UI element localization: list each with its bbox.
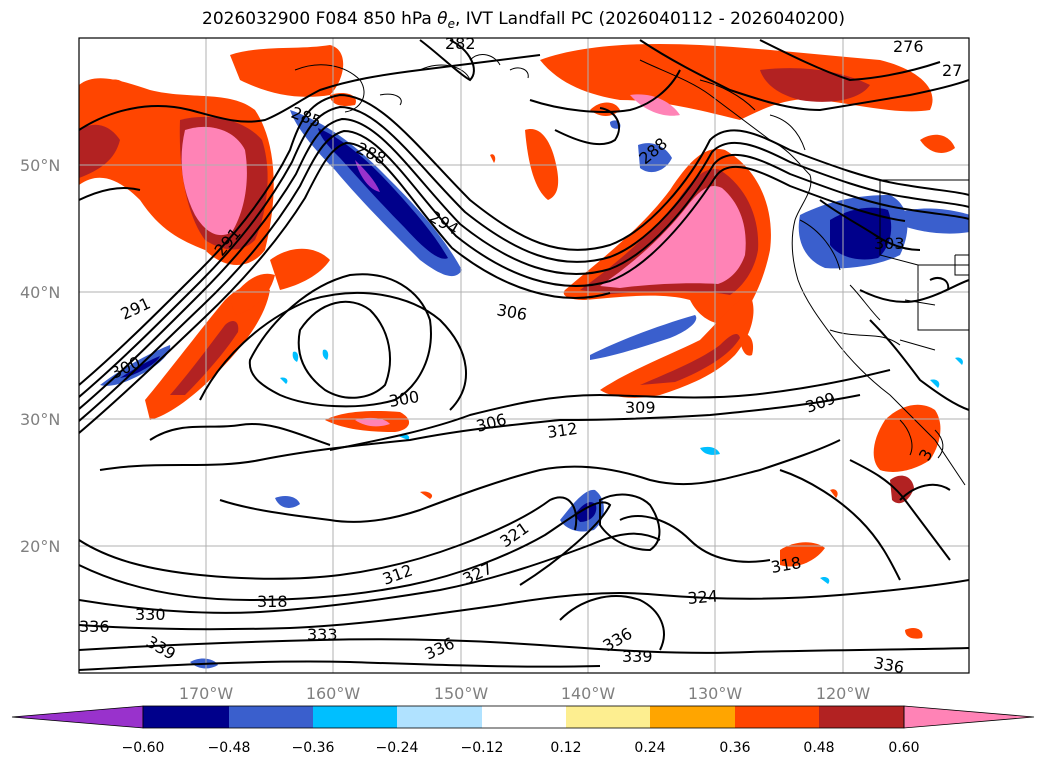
colorbar-segment (735, 706, 819, 728)
colorbar-tick: 0.12 (550, 740, 581, 756)
lat-label-40n: 40°N (20, 283, 60, 302)
colorbar-extend-high (903, 705, 1035, 729)
contour-label: 330 (135, 605, 166, 624)
lon-label-130w: 130°W (688, 684, 743, 703)
lon-label-120w: 120°W (816, 684, 871, 703)
colorbar-segment (650, 706, 735, 728)
lat-axis: 50°N 40°N 30°N 20°N (20, 156, 60, 556)
contour-label: 282 (445, 34, 476, 53)
colorbar-segment (819, 706, 904, 728)
contour-label: 336 (79, 617, 110, 636)
lon-label-160w: 160°W (306, 684, 361, 703)
lat-label-50n: 50°N (20, 156, 60, 175)
map-title: 2026032900 F084 850 hPa θe, IVT Landfall… (202, 9, 845, 32)
positive-shading (79, 43, 955, 639)
colorbar-tick: −0.60 (122, 740, 165, 756)
colorbar-tick: −0.24 (376, 740, 419, 756)
map-area (79, 38, 969, 673)
colorbar-tick: 0.60 (888, 740, 919, 756)
colorbar-extend-low (11, 705, 144, 729)
graticule (79, 38, 969, 673)
colorbar-tick: 0.24 (634, 740, 665, 756)
colorbar-segment (229, 706, 313, 728)
colorbar-tick: 0.48 (803, 740, 834, 756)
land-detail (469, 54, 936, 351)
coastlines (294, 59, 969, 486)
colorbar-tick: −0.12 (461, 740, 504, 756)
colorbar-segment (313, 706, 397, 728)
contour-label: 333 (307, 625, 338, 644)
colorbar-segment (143, 706, 229, 728)
contour-label: 276 (893, 37, 924, 56)
colorbar: −0.60 −0.48 −0.36 −0.24 −0.12 0.12 0.24 … (11, 705, 1035, 756)
lon-label-140w: 140°W (561, 684, 616, 703)
colorbar-segment (482, 706, 566, 728)
colorbar-tick: −0.36 (292, 740, 335, 756)
theta-e-contours (79, 39, 969, 671)
contour-label: 312 (546, 419, 579, 442)
lon-label-150w: 150°W (434, 684, 489, 703)
lon-axis: 170°W 160°W 150°W 140°W 130°W 120°W (179, 684, 871, 703)
map-frame (78, 37, 970, 674)
contour-label: 318 (257, 592, 288, 611)
colorbar-tick: −0.48 (208, 740, 251, 756)
contour-label: 309 (625, 398, 656, 417)
contour-label: 303 (874, 234, 905, 253)
colorbar-segment (566, 706, 650, 728)
contour-label: 336 (872, 653, 905, 677)
colorbar-tick: 0.36 (719, 740, 750, 756)
lat-label-20n: 20°N (20, 537, 60, 556)
contour-label: 324 (687, 586, 719, 608)
contour-label: 339 (622, 647, 653, 666)
colorbar-segment (397, 706, 482, 728)
contour-label: 27 (942, 61, 962, 80)
lon-label-170w: 170°W (179, 684, 234, 703)
lat-label-30n: 30°N (20, 410, 60, 429)
